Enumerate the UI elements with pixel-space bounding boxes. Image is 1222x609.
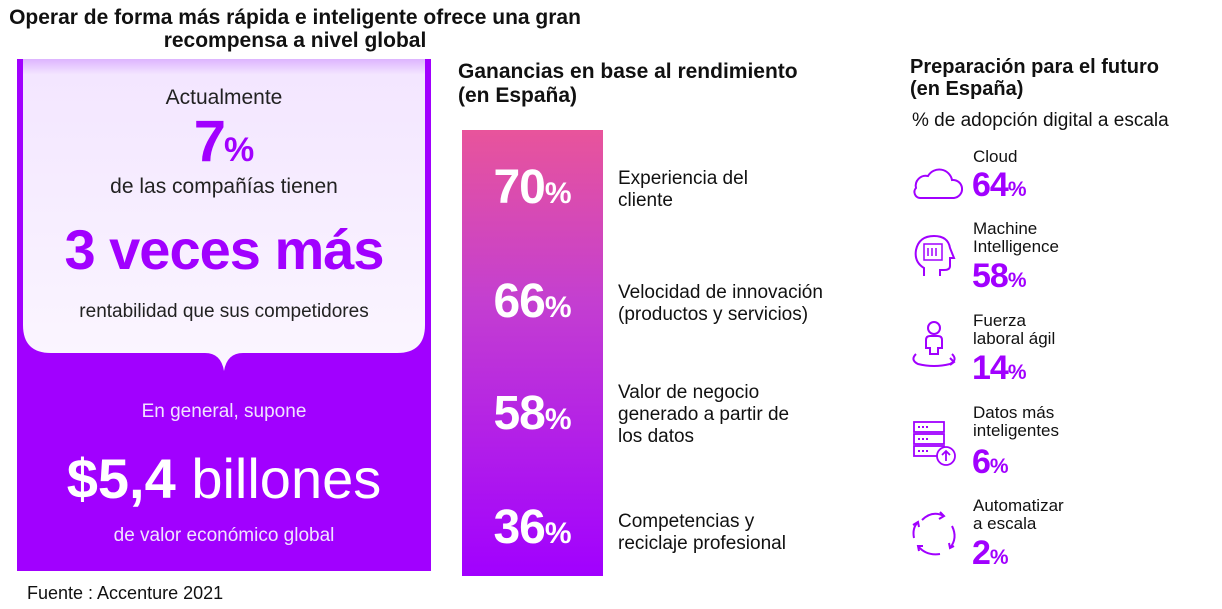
agile-person-icon xyxy=(912,321,956,367)
label-line: Experiencia del xyxy=(618,168,748,189)
currently-label: Actualmente xyxy=(165,86,283,109)
trillions-number: $5,4 xyxy=(66,447,176,510)
adoption-value: 14% xyxy=(972,350,1027,391)
performance-title-line2: (en España) xyxy=(458,84,578,107)
value-number: 58 xyxy=(972,257,1009,295)
stat-7-percent: 7% xyxy=(17,109,431,183)
label-line: Cloud xyxy=(973,147,1018,166)
overall-label: En general, supone xyxy=(141,401,307,422)
economic-value-label: de valor económico global xyxy=(113,525,335,546)
adoption-label: Automatizar a escala xyxy=(973,497,1064,533)
label-line: Machine xyxy=(973,219,1038,238)
label-line: inteligentes xyxy=(973,421,1060,440)
adoption-label: Cloud xyxy=(973,148,1017,166)
cloud-icon xyxy=(913,168,963,199)
cycle-arrows-icon xyxy=(912,511,956,556)
stat-value: 7 xyxy=(193,109,226,174)
performance-title: Ganancias en base al rendimiento (en Esp… xyxy=(458,60,798,108)
value-number: 36 xyxy=(493,501,545,554)
value-unit: % xyxy=(1007,178,1027,201)
value-number: 14 xyxy=(972,349,1009,387)
performance-value: 70% xyxy=(462,160,603,215)
label-line: los datos xyxy=(618,426,695,447)
data-server-icon xyxy=(913,421,956,466)
value-unit: % xyxy=(989,455,1009,478)
stat-unit: % xyxy=(224,131,255,169)
performance-value: 66% xyxy=(462,274,603,329)
adoption-label: Machine Intelligence xyxy=(973,220,1059,256)
label-line: generado a partir de xyxy=(618,404,790,425)
companies-label: de las compañías tienen xyxy=(110,175,338,198)
performance-label: Valor de negocio generado a partir de lo… xyxy=(618,382,789,448)
label-line: a escala xyxy=(973,514,1037,533)
value-number: 70 xyxy=(493,161,545,214)
future-title-line1: Preparación para el futuro xyxy=(910,56,1159,78)
page-title: Operar de forma más rápida e inteligente… xyxy=(9,6,581,52)
future-readiness-title: Preparación para el futuro (en España) xyxy=(910,56,1159,100)
value-number: 2 xyxy=(972,534,991,572)
adoption-value: 2% xyxy=(972,535,1009,576)
label-line: Valor de negocio xyxy=(618,382,760,403)
adoption-subtitle: % de adopción digital a escala xyxy=(912,110,1169,131)
adoption-label: Datos más inteligentes xyxy=(973,404,1059,440)
adoption-value: 6% xyxy=(972,444,1009,485)
value-unit: % xyxy=(989,546,1009,569)
value-number: 66 xyxy=(493,275,545,328)
value-number: 58 xyxy=(493,387,545,440)
value-unit: % xyxy=(544,291,572,324)
performance-label: Competencias y reciclaje profesional xyxy=(618,511,786,555)
value-unit: % xyxy=(544,177,572,210)
trillions-value: $5,4 billones xyxy=(17,445,431,513)
future-title-line2: (en España) xyxy=(910,78,1024,100)
value-unit: % xyxy=(544,517,572,550)
label-line: (productos y servicios) xyxy=(618,304,809,325)
value-number: 64 xyxy=(972,166,1009,204)
source-note: Fuente : Accenture 2021 xyxy=(27,583,224,603)
label-line: Velocidad de innovación xyxy=(618,282,823,303)
gradient-bar xyxy=(462,130,603,576)
summary-panel: Actualmente 7% de las compañías tienen 3… xyxy=(17,59,431,571)
adoption-value: 58% xyxy=(972,258,1027,299)
label-line: Fuerza xyxy=(973,311,1026,330)
label-line: cliente xyxy=(618,190,673,211)
value-unit: % xyxy=(544,403,572,436)
label-line: Datos más xyxy=(973,403,1055,422)
ai-head-icon xyxy=(914,234,956,276)
performance-label: Experiencia del cliente xyxy=(618,168,748,212)
value-number: 6 xyxy=(972,443,991,481)
performance-label: Velocidad de innovación (productos y ser… xyxy=(618,282,823,326)
three-times-more: 3 veces más xyxy=(64,218,384,281)
label-line: Intelligence xyxy=(973,237,1060,256)
label-line: reciclaje profesional xyxy=(618,533,786,554)
value-unit: % xyxy=(1007,269,1027,292)
trillions-word: billones xyxy=(191,447,382,510)
profitability-label: rentabilidad que sus competidores xyxy=(79,301,369,322)
summary-panel-background xyxy=(17,59,431,571)
adoption-value: 64% xyxy=(972,167,1027,208)
performance-value: 36% xyxy=(462,500,603,555)
adoption-label: Fuerza laboral ágil xyxy=(973,312,1055,348)
label-line: laboral ágil xyxy=(973,329,1056,348)
performance-title-line1: Ganancias en base al rendimiento xyxy=(458,60,798,83)
value-unit: % xyxy=(1007,361,1027,384)
label-line: Competencias y xyxy=(618,511,755,532)
performance-value: 58% xyxy=(462,386,603,441)
label-line: Automatizar xyxy=(973,496,1064,515)
